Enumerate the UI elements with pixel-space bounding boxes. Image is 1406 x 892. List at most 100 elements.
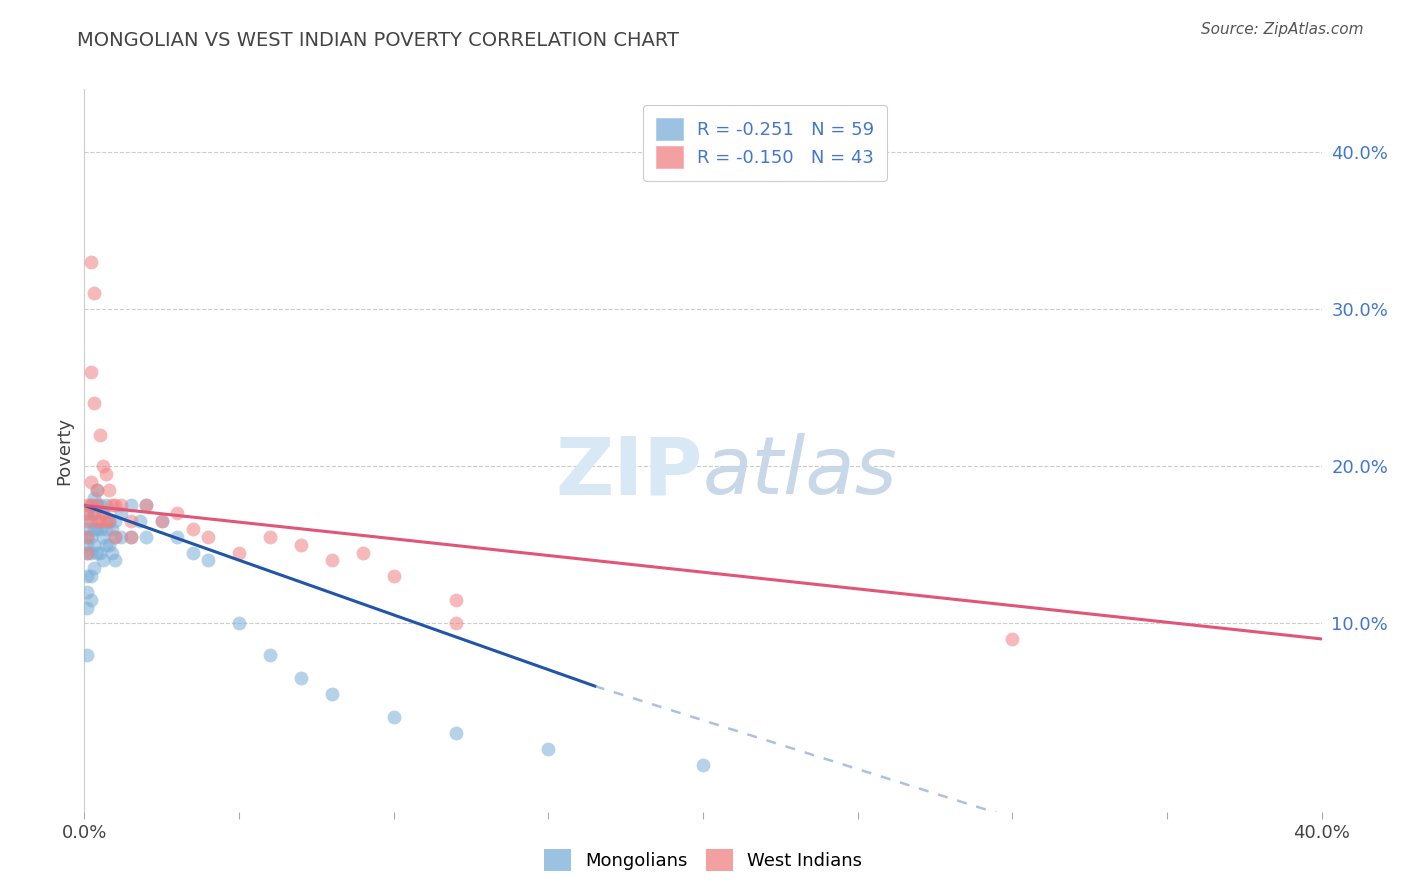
Point [91, 506, 114, 520]
Point [86, 499, 108, 513]
Point [692, 757, 714, 772]
Point [110, 530, 132, 544]
Point [259, 530, 281, 544]
Point [89, 427, 111, 442]
Point [89, 514, 111, 528]
Point [181, 545, 204, 559]
Legend: Mongolians, West Indians: Mongolians, West Indians [537, 842, 869, 879]
Point [79, 530, 101, 544]
Point [79, 569, 101, 583]
Point [76, 569, 98, 583]
Legend: R = -0.251   N = 59, R = -0.150   N = 43: R = -0.251 N = 59, R = -0.150 N = 43 [643, 105, 887, 181]
Point [259, 648, 281, 662]
Point [444, 726, 467, 740]
Point [83, 538, 105, 552]
Point [76, 506, 98, 520]
Point [321, 553, 343, 567]
Point [91, 553, 114, 567]
Point [537, 742, 560, 756]
Point [135, 530, 157, 544]
Point [76, 514, 98, 528]
Point [86, 522, 108, 536]
Point [181, 522, 204, 536]
Point [166, 506, 188, 520]
Point [321, 687, 343, 701]
Point [382, 569, 405, 583]
Point [98, 538, 121, 552]
Point [94, 514, 117, 528]
Point [120, 530, 142, 544]
Point [98, 483, 121, 497]
Point [79, 475, 101, 489]
Point [101, 545, 124, 559]
Point [98, 514, 121, 528]
Y-axis label: Poverty: Poverty [55, 417, 73, 484]
Point [91, 459, 114, 474]
Point [83, 396, 105, 410]
Point [76, 545, 98, 559]
Point [76, 648, 98, 662]
Point [135, 499, 157, 513]
Point [79, 499, 101, 513]
Point [76, 506, 98, 520]
Point [1001, 632, 1024, 646]
Point [89, 499, 111, 513]
Point [83, 506, 105, 520]
Point [120, 530, 142, 544]
Point [110, 506, 132, 520]
Point [104, 499, 127, 513]
Text: ZIP: ZIP [555, 434, 703, 511]
Point [91, 530, 114, 544]
Point [86, 514, 108, 528]
Point [86, 545, 108, 559]
Point [104, 530, 127, 544]
Point [76, 530, 98, 544]
Point [228, 545, 250, 559]
Point [110, 499, 132, 513]
Point [79, 514, 101, 528]
Point [94, 522, 117, 536]
Point [83, 561, 105, 575]
Point [94, 499, 117, 513]
Point [197, 530, 219, 544]
Point [101, 522, 124, 536]
Point [89, 545, 111, 559]
Point [98, 514, 121, 528]
Point [94, 538, 117, 552]
Point [104, 530, 127, 544]
Point [86, 499, 108, 513]
Point [79, 545, 101, 559]
Point [79, 499, 101, 513]
Point [444, 592, 467, 607]
Point [83, 522, 105, 536]
Text: atlas: atlas [703, 434, 898, 511]
Point [290, 538, 312, 552]
Point [166, 530, 188, 544]
Point [89, 522, 111, 536]
Point [129, 514, 152, 528]
Point [83, 491, 105, 505]
Point [150, 514, 173, 528]
Point [101, 499, 124, 513]
Point [83, 506, 105, 520]
Point [120, 499, 142, 513]
Point [104, 514, 127, 528]
Point [197, 553, 219, 567]
Point [76, 545, 98, 559]
Text: Source: ZipAtlas.com: Source: ZipAtlas.com [1201, 22, 1364, 37]
Text: MONGOLIAN VS WEST INDIAN POVERTY CORRELATION CHART: MONGOLIAN VS WEST INDIAN POVERTY CORRELA… [77, 31, 679, 50]
Point [352, 545, 374, 559]
Point [290, 671, 312, 685]
Point [76, 538, 98, 552]
Point [76, 522, 98, 536]
Point [79, 592, 101, 607]
Point [150, 514, 173, 528]
Point [76, 600, 98, 615]
Point [79, 255, 101, 269]
Point [135, 499, 157, 513]
Point [76, 499, 98, 513]
Point [86, 483, 108, 497]
Point [94, 467, 117, 481]
Point [76, 530, 98, 544]
Point [86, 483, 108, 497]
